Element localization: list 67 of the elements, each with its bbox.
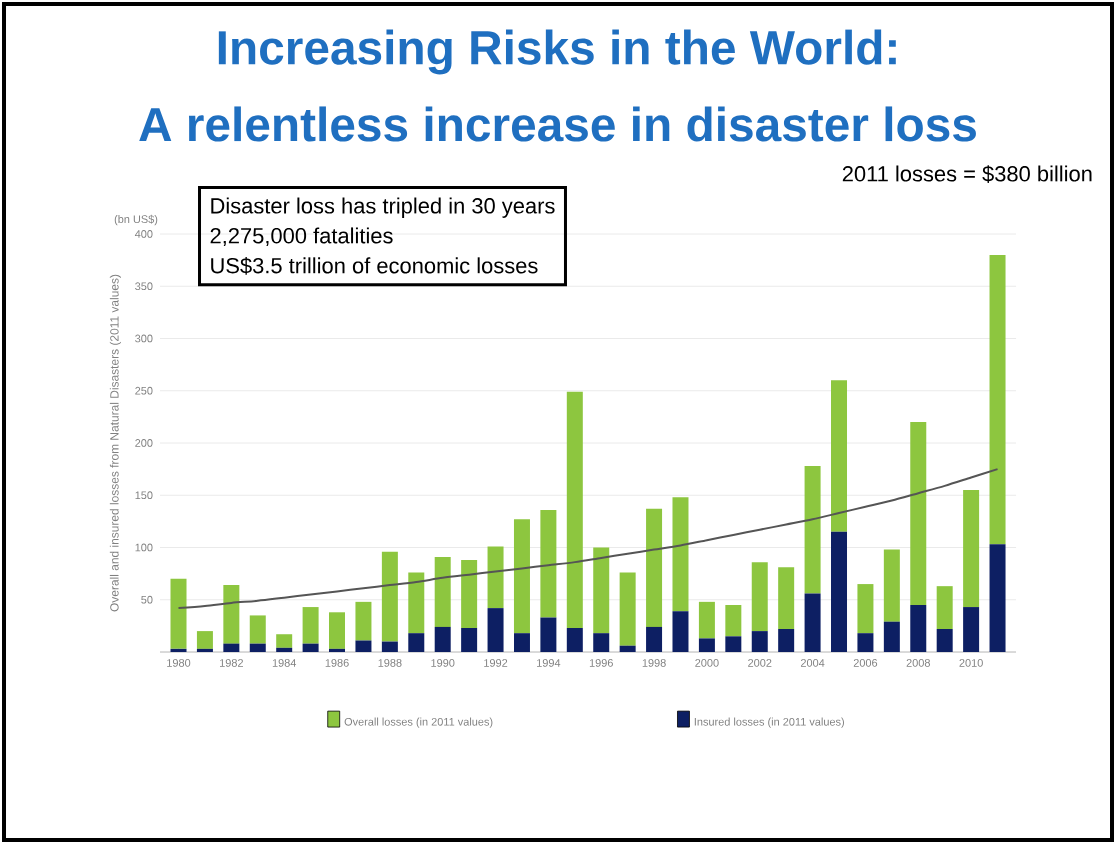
bar [698,638,715,652]
bar [857,584,874,634]
bar [593,547,610,634]
bar [434,626,451,652]
annotation: US$3.5 trillion of economic losses [211,256,538,275]
bar [487,546,504,609]
bar [170,578,187,649]
bar [646,626,663,652]
bar [672,497,689,612]
bar [381,641,398,652]
bar [804,593,821,652]
bar [831,380,848,532]
bar [196,631,213,649]
bar [778,567,795,630]
bar [672,611,689,652]
bar [910,604,927,652]
bar [725,604,742,637]
text: Disaster loss has tripled in 30 years [211,197,555,218]
bar [963,490,980,608]
bar [276,634,293,648]
bar [910,422,927,605]
bar [249,643,266,652]
bar [883,621,900,652]
bar [461,627,478,652]
bar [698,601,715,639]
bar [302,607,319,644]
bar [513,519,530,634]
bar [936,629,953,652]
bar [989,544,1006,652]
bar [593,633,610,652]
bar [249,615,266,644]
bar [725,636,742,652]
bar [804,465,821,594]
bar [619,572,636,646]
chart-subtitle: A relentless increase in disaster loss [139,106,976,142]
bar [566,391,583,628]
bar [936,586,953,630]
bar [831,531,848,652]
bar [540,617,557,652]
bar [751,631,768,652]
bar [963,607,980,652]
bar [646,508,663,627]
bar [857,633,874,652]
bar [355,640,372,652]
line-series [177,468,999,610]
bar [408,633,425,652]
bar [619,645,636,652]
bar [381,551,398,642]
bar [751,562,768,632]
text: 2011 losses = $380 billion [842,165,1092,183]
bar [778,629,795,652]
bar [883,549,900,622]
bar [461,560,478,628]
chart-title: Increasing Risks in the World: [218,29,896,75]
bar [329,612,346,649]
bar [434,556,451,627]
bar [566,627,583,652]
bar [223,643,240,652]
annotation: 2,275,000 fatalities [210,227,393,247]
bar [408,572,425,634]
bar [302,643,319,652]
bar [989,254,1006,545]
bar [487,608,504,652]
bar [223,585,240,644]
bar [540,509,557,618]
bar [513,633,530,652]
bar [355,601,372,641]
